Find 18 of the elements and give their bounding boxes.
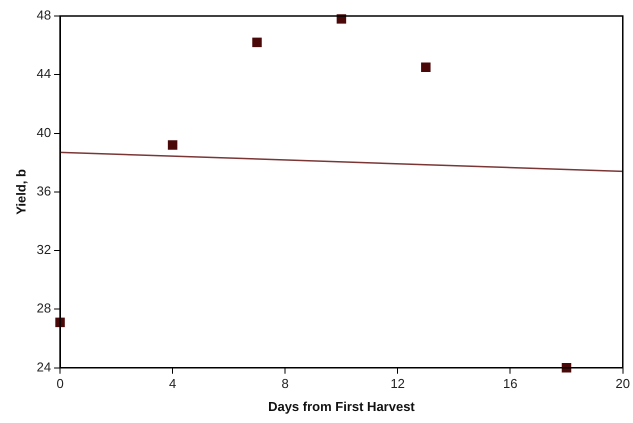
x-tick-label: 8 (282, 376, 289, 392)
y-tick-label: 32 (36, 242, 52, 258)
x-tick-label: 12 (390, 376, 405, 392)
y-tick-label: 44 (36, 66, 52, 82)
y-tick-label: 36 (36, 183, 52, 198)
y-tick-label: 40 (36, 124, 52, 140)
x-tick-label: 4 (168, 376, 176, 392)
y-tick-label: 48 (36, 8, 52, 23)
x-axis-title: Days from First Harvest (268, 398, 416, 414)
point (168, 140, 178, 150)
x-tick-label: 20 (616, 376, 630, 392)
x-tick-label: 16 (502, 376, 518, 392)
y-tick-label: 28 (36, 300, 52, 316)
point (252, 38, 262, 48)
x-tick-label: 0 (56, 376, 64, 392)
y-axis-title: Yield, b (13, 168, 28, 215)
point (421, 62, 431, 72)
y-tick-label: 24 (36, 359, 52, 374)
